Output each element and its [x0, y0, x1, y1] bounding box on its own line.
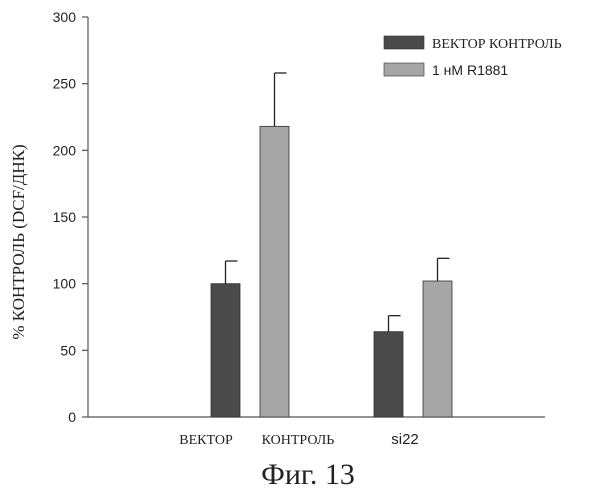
legend-swatch: [384, 36, 424, 49]
y-tick-label: 250: [53, 76, 77, 92]
bar-chart: 0 50 100 150 200 250 300 % КОНТРОЛЬ (DCF/ДНК) В…: [0, 0, 616, 458]
x-category-label: si22: [391, 431, 419, 448]
y-tick-label: 200: [53, 142, 77, 158]
axis-labels: ВЕКТОР КОНТРОЛЬ si22: [179, 431, 419, 448]
y-axis-title: % КОНТРОЛЬ (DCF/ДНК): [9, 144, 28, 339]
legend-label: ВЕКТОР КОНТРОЛЬ: [432, 37, 562, 52]
legend-label: 1 нМ R1881: [432, 62, 508, 78]
bar: [374, 332, 403, 417]
bar: [211, 284, 240, 417]
y-tick-label: 100: [53, 276, 77, 292]
y-tick-label: 50: [60, 342, 76, 358]
x-category-label: ВЕКТОР: [179, 433, 233, 448]
legend-swatch: [384, 63, 424, 76]
bar: [423, 281, 452, 417]
figure-caption: Фиг. 13: [0, 458, 616, 492]
bars: [211, 73, 452, 417]
bar: [260, 126, 289, 417]
y-tick-label: 300: [53, 9, 77, 25]
x-category-label: КОНТРОЛЬ: [262, 433, 335, 448]
y-tick-label: 0: [68, 409, 76, 425]
legend: ВЕКТОР КОНТРОЛЬ 1 нМ R1881: [384, 36, 562, 78]
y-tick-label: 150: [53, 209, 77, 225]
